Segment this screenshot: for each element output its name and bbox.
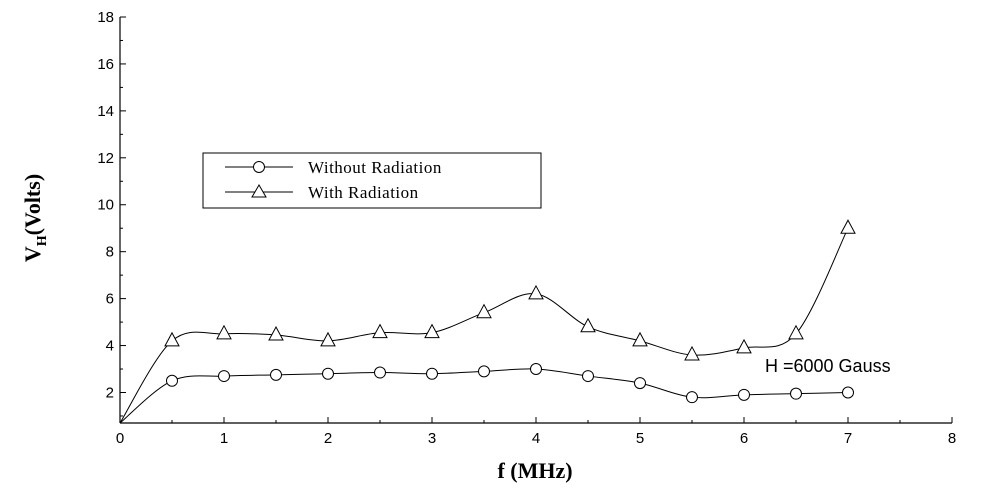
y-tick-label: 4 bbox=[106, 338, 114, 355]
data-point-circle bbox=[738, 388, 750, 401]
legend-marker-triangle bbox=[251, 184, 267, 198]
data-point-circle bbox=[842, 386, 854, 399]
data-point-triangle bbox=[736, 338, 752, 354]
y-axis-label-rest: (Volts) bbox=[20, 174, 45, 236]
data-point-triangle bbox=[268, 325, 284, 341]
x-tick-label: 6 bbox=[740, 430, 748, 447]
x-tick-label: 1 bbox=[220, 430, 228, 447]
x-tick-label: 7 bbox=[844, 430, 852, 447]
y-axis-label-main: V bbox=[20, 246, 45, 262]
y-tick-label: 14 bbox=[97, 103, 114, 120]
data-point-triangle bbox=[216, 324, 232, 340]
data-point-circle bbox=[530, 363, 542, 376]
svg-text:VH(Volts): VH(Volts) bbox=[20, 174, 50, 262]
data-point-triangle bbox=[164, 331, 180, 347]
data-point-circle bbox=[218, 370, 230, 383]
y-tick-label: 8 bbox=[106, 244, 114, 261]
data-point-circle bbox=[582, 370, 594, 383]
data-point-circle bbox=[166, 374, 178, 387]
y-tick-label: 6 bbox=[106, 291, 114, 308]
x-axis-label: f (MHz) bbox=[497, 458, 572, 483]
field-annotation: H =6000 Gauss bbox=[765, 356, 891, 376]
legend-entry-without-radiation: Without Radiation bbox=[225, 158, 442, 177]
data-point-triangle bbox=[320, 331, 336, 347]
data-point-circle bbox=[790, 387, 802, 400]
x-tick-label: 4 bbox=[532, 430, 540, 447]
y-tick-label: 2 bbox=[106, 384, 114, 401]
legend-label-with-radiation: With Radiation bbox=[308, 183, 419, 202]
series-group bbox=[119, 219, 856, 424]
data-point-triangle bbox=[372, 323, 388, 339]
legend-entry-with-radiation: With Radiation bbox=[225, 183, 419, 202]
y-tick-label: 18 bbox=[97, 9, 114, 26]
legend: Without Radiation With Radiation bbox=[202, 152, 542, 209]
y-tick-label: 10 bbox=[97, 197, 114, 214]
x-tick-label: 3 bbox=[428, 430, 436, 447]
data-point-triangle bbox=[684, 345, 700, 361]
data-point-circle bbox=[322, 367, 334, 380]
data-point-triangle bbox=[840, 219, 856, 234]
y-tick-label: 12 bbox=[97, 150, 114, 167]
data-point-circle bbox=[270, 368, 282, 381]
data-point-circle bbox=[634, 377, 646, 390]
data-point-circle bbox=[686, 391, 698, 404]
y-axis-label: VH(Volts) bbox=[20, 174, 50, 262]
x-ticks: 0 1 2 3 4 5 6 7 8 bbox=[116, 417, 956, 447]
legend-label-without-radiation: Without Radiation bbox=[308, 158, 442, 177]
data-point-circle bbox=[374, 366, 386, 379]
x-tick-label: 8 bbox=[948, 430, 956, 447]
x-tick-label: 0 bbox=[116, 430, 124, 447]
x-tick-label: 2 bbox=[324, 430, 332, 447]
series-with-radiation bbox=[119, 219, 856, 424]
y-ticks: 2 4 6 8 10 12 14 16 18 bbox=[97, 9, 126, 417]
y-axis-label-sub: H bbox=[35, 235, 50, 246]
y-tick-label: 16 bbox=[97, 56, 114, 73]
series-without-radiation bbox=[119, 363, 854, 424]
data-point-triangle bbox=[476, 303, 492, 319]
legend-marker-circle bbox=[253, 161, 265, 173]
data-point-circle bbox=[426, 367, 438, 380]
x-tick-label: 5 bbox=[636, 430, 644, 447]
data-point-triangle bbox=[580, 317, 596, 333]
data-point-triangle bbox=[424, 323, 440, 339]
data-point-circle bbox=[478, 365, 490, 378]
data-point-triangle bbox=[528, 284, 544, 300]
data-point-triangle bbox=[788, 324, 804, 340]
data-point-triangle bbox=[632, 331, 648, 347]
